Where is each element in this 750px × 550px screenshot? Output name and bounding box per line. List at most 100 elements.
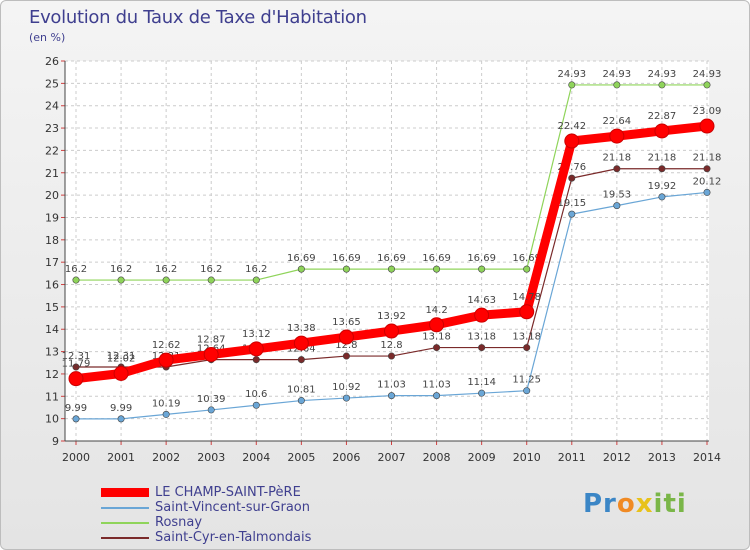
y-tick-label: 22	[45, 144, 59, 157]
data-point	[478, 389, 486, 397]
x-tick-label: 2003	[197, 451, 225, 464]
y-tick-label: 11	[45, 390, 59, 403]
data-point	[342, 265, 350, 273]
x-tick-label: 2000	[62, 451, 90, 464]
data-point	[72, 363, 80, 371]
data-label: 16.69	[287, 253, 316, 264]
y-tick-label: 24	[45, 100, 59, 113]
data-label: 13.18	[467, 332, 496, 343]
data-point	[117, 276, 125, 284]
data-label: 13.92	[377, 311, 406, 322]
y-tick-label: 15	[45, 301, 59, 314]
data-label: 11.25	[512, 375, 541, 386]
data-point	[297, 265, 305, 273]
data-label: 10.6	[245, 389, 267, 400]
data-point	[523, 387, 531, 395]
data-label: 9.99	[65, 403, 87, 414]
legend-label: LE CHAMP-SAINT-PèRE	[155, 485, 301, 500]
data-point	[158, 352, 174, 368]
data-label: 16.69	[422, 253, 451, 264]
data-point	[297, 356, 305, 364]
data-point	[523, 265, 531, 273]
data-point	[248, 341, 264, 357]
legend-label: Saint-Cyr-en-Talmondais	[155, 530, 312, 545]
x-tick-label: 2011	[558, 451, 586, 464]
data-point	[387, 352, 395, 360]
data-point	[252, 276, 260, 284]
data-label: 23.09	[693, 106, 722, 117]
data-label: 21.18	[648, 153, 677, 164]
x-tick-label: 2007	[378, 451, 406, 464]
data-point	[568, 210, 576, 218]
data-point	[658, 81, 666, 89]
data-label: 16.2	[155, 264, 177, 275]
data-point	[297, 397, 305, 405]
data-point	[478, 344, 486, 352]
data-point	[658, 165, 666, 173]
x-tick-label: 2013	[648, 451, 676, 464]
data-label: 16.69	[377, 253, 406, 264]
x-tick-label: 2001	[107, 451, 135, 464]
y-tick-label: 12	[45, 368, 59, 381]
data-label: 24.93	[648, 69, 677, 80]
data-label: 12.8	[335, 340, 357, 351]
x-tick-label: 2010	[513, 451, 541, 464]
data-label: 9.99	[110, 403, 132, 414]
data-label: 16.69	[332, 253, 361, 264]
data-point	[252, 356, 260, 364]
data-label: 12.31	[62, 351, 91, 362]
data-label: 20.76	[557, 162, 586, 173]
data-label: 12.62	[152, 340, 181, 351]
data-point	[474, 307, 490, 323]
data-point	[564, 133, 580, 149]
y-tick-label: 25	[45, 77, 59, 90]
data-label: 11.79	[62, 359, 91, 370]
x-tick-label: 2012	[603, 451, 631, 464]
data-label: 14.2	[425, 305, 447, 316]
data-point	[203, 346, 219, 362]
data-label: 10.81	[287, 385, 316, 396]
legend-swatch	[101, 506, 149, 509]
data-point	[478, 265, 486, 273]
y-tick-label: 17	[45, 256, 59, 269]
legend-item: LE CHAMP-SAINT-PèRE	[101, 485, 311, 500]
y-tick-label: 26	[45, 55, 59, 68]
legend-swatch	[101, 488, 149, 497]
data-point	[117, 415, 125, 423]
data-point	[429, 317, 445, 333]
data-point	[387, 265, 395, 273]
x-tick-label: 2006	[332, 451, 360, 464]
data-point	[703, 188, 711, 196]
data-point	[384, 323, 399, 339]
data-label: 16.2	[65, 264, 87, 275]
data-label: 13.18	[512, 332, 541, 343]
data-label: 19.53	[603, 190, 632, 201]
unit-label: (en %)	[29, 31, 66, 44]
y-tick-label: 20	[45, 189, 59, 202]
x-tick-label: 2002	[152, 451, 180, 464]
y-tick-label: 18	[45, 234, 59, 247]
data-label: 13.12	[242, 329, 271, 340]
data-label: 16.69	[467, 253, 496, 264]
data-point	[609, 128, 625, 144]
y-tick-label: 9	[52, 435, 59, 448]
data-label: 16.69	[512, 253, 541, 264]
x-tick-label: 2004	[242, 451, 270, 464]
data-point	[342, 352, 350, 360]
y-tick-label: 14	[45, 323, 59, 336]
data-label: 19.92	[648, 181, 677, 192]
data-label: 11.03	[422, 380, 451, 391]
data-point	[293, 335, 309, 351]
data-point	[72, 276, 80, 284]
y-tick-label: 13	[45, 346, 59, 359]
data-label: 16.2	[245, 264, 267, 275]
data-point	[207, 406, 215, 414]
data-point	[613, 165, 621, 173]
data-point	[113, 365, 129, 381]
data-point	[433, 344, 441, 352]
plot-area	[65, 61, 709, 441]
data-label: 11.03	[377, 380, 406, 391]
data-point	[613, 81, 621, 89]
legend-swatch	[101, 536, 149, 539]
